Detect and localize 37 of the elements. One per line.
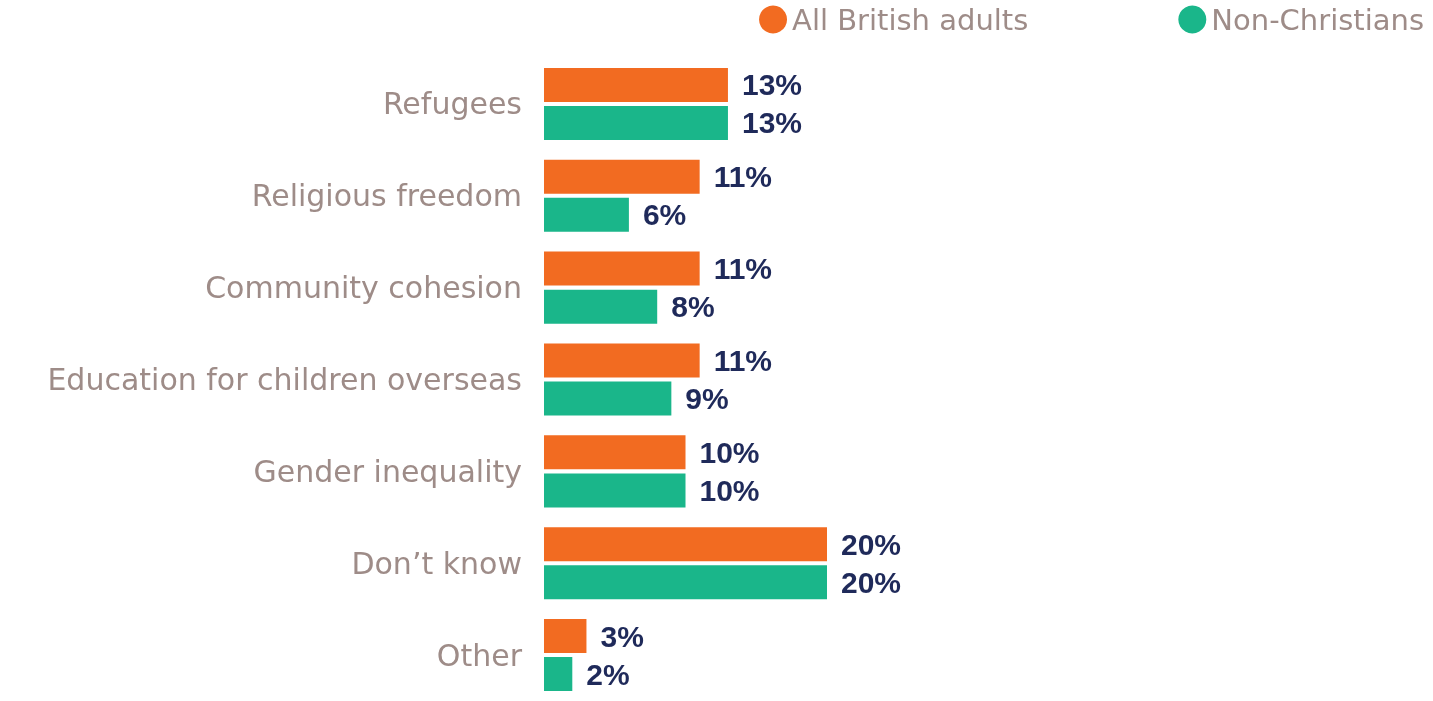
bar bbox=[544, 343, 700, 378]
data-label: 13% bbox=[741, 106, 802, 140]
bar bbox=[544, 381, 672, 416]
bar bbox=[544, 251, 700, 286]
bar bbox=[544, 473, 686, 508]
bar bbox=[544, 67, 728, 102]
data-label: 13% bbox=[741, 68, 802, 102]
bar bbox=[544, 565, 827, 600]
data-label: 11% bbox=[713, 343, 773, 377]
y-tick-label: Other bbox=[436, 637, 523, 673]
bar bbox=[544, 527, 827, 562]
legend-label: Non-Christians bbox=[1211, 2, 1424, 37]
y-tick-label: Refugees bbox=[382, 86, 522, 122]
bar bbox=[544, 197, 629, 232]
data-label: 3% bbox=[600, 619, 644, 653]
y-tick-label: Religious freedom bbox=[251, 178, 522, 214]
y-tick-label: Education for children overseas bbox=[47, 362, 522, 397]
bar bbox=[544, 289, 658, 324]
data-label: 10% bbox=[699, 473, 760, 507]
data-label: 9% bbox=[685, 382, 729, 416]
data-label: 6% bbox=[642, 198, 687, 232]
bar bbox=[544, 657, 573, 692]
legend-label: All British adults bbox=[792, 2, 1029, 37]
data-label: 20% bbox=[841, 565, 902, 599]
data-label: 11% bbox=[713, 160, 773, 194]
data-label: 8% bbox=[671, 290, 715, 324]
bar bbox=[544, 159, 700, 194]
data-label: 11% bbox=[713, 252, 773, 286]
bar bbox=[544, 435, 686, 470]
data-label: 10% bbox=[699, 435, 760, 469]
data-label: 20% bbox=[841, 527, 902, 561]
y-tick-label: Don’t know bbox=[351, 545, 522, 581]
y-tick-label: Gender inequality bbox=[253, 453, 522, 489]
bar bbox=[544, 619, 587, 654]
y-tick-label: Community cohesion bbox=[205, 270, 522, 306]
data-label: 2% bbox=[586, 657, 630, 691]
bar bbox=[544, 105, 728, 140]
